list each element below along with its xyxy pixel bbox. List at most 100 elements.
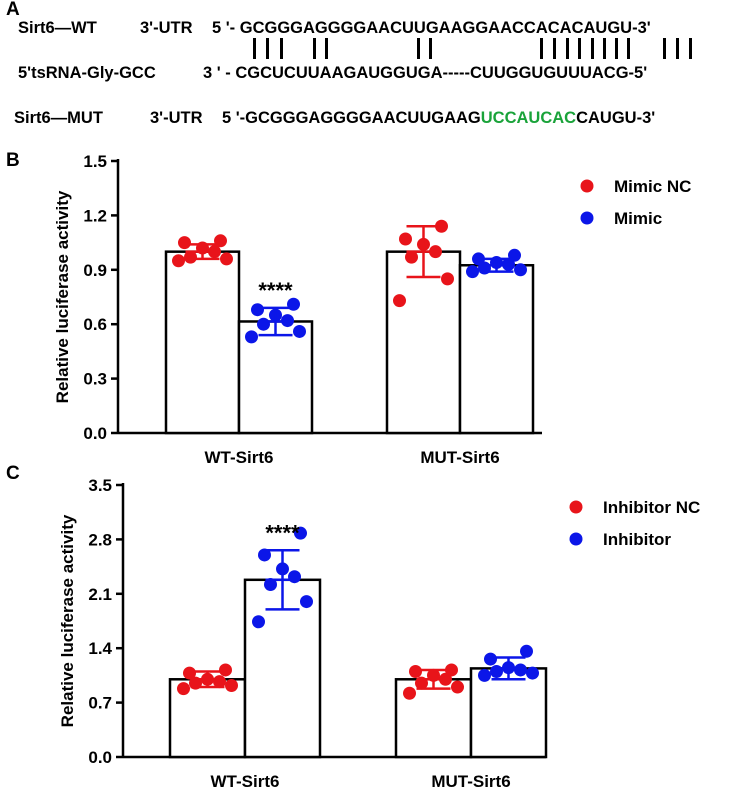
mut-sequence: 5 '-GCGGGAGGGGAACUUGAAGUCCAUCACCAUGU-3' [222, 108, 655, 128]
base-pair [253, 38, 256, 59]
bar [469, 667, 548, 759]
mut-seq-before: 5 '-GCGGGAGGGGAACUUGAAG [222, 109, 481, 127]
base-pair [615, 38, 618, 59]
significance-label: **** [265, 520, 300, 545]
legend-label: Mimic [614, 209, 662, 228]
data-point [409, 665, 422, 679]
significance-label: **** [258, 278, 293, 303]
y-axis-label: Relative luciferase activity [58, 514, 77, 727]
base-pair [429, 38, 432, 59]
x-tick-label: WT-Sirt6 [205, 448, 274, 467]
y-axis-label: Relative luciferase activity [53, 190, 72, 403]
legend-marker [569, 532, 583, 546]
data-point [393, 294, 406, 308]
base-pair [566, 38, 569, 59]
data-point [183, 666, 196, 680]
data-point [252, 615, 265, 629]
data-point [251, 303, 264, 317]
base-pair [540, 38, 543, 59]
y-tick-label: 2.8 [88, 530, 112, 549]
base-pair [553, 38, 556, 59]
data-point [288, 570, 301, 584]
data-point [405, 250, 418, 264]
mut-seq-after: CAUGU-3' [576, 109, 656, 127]
y-tick-label: 0.3 [83, 370, 107, 389]
base-pair [603, 38, 606, 59]
wt-sequence: 5 '- GCGGGAGGGGAACUUGAAGGAACCACACAUGU-3' [212, 19, 651, 37]
data-point [490, 665, 503, 679]
data-point [441, 272, 454, 286]
data-point [466, 265, 479, 279]
data-point [451, 680, 464, 694]
legend-marker [580, 211, 594, 225]
data-point [294, 526, 307, 540]
data-point [478, 668, 491, 682]
base-pair [266, 38, 269, 59]
data-point [220, 252, 233, 266]
panel-c-label: C [6, 463, 20, 484]
data-point [264, 577, 277, 591]
base-pair [689, 38, 692, 59]
mut-name: Sirt6—MUT [14, 109, 103, 127]
panel-b-chart: 0.0 0.3 0.6 0.9 1.2 1.5 Relative luciferase ac… [53, 152, 691, 467]
bar [164, 250, 241, 435]
data-point [257, 317, 270, 331]
base-pair [578, 38, 581, 59]
y-tick-label: 2.1 [88, 585, 112, 604]
y-tick-label: 0.7 [88, 694, 112, 713]
legend-marker [569, 500, 583, 514]
mut-seq-mutated: UCCAUCAC [480, 109, 577, 127]
legend-marker [580, 179, 594, 193]
legend-label: Mimic NC [614, 177, 691, 196]
base-pair [313, 38, 316, 59]
data-point [514, 663, 527, 677]
base-pair [591, 38, 594, 59]
data-point [472, 252, 485, 266]
base-pair [280, 38, 283, 59]
data-point [403, 686, 416, 700]
y-tick-label: 0.0 [88, 748, 112, 767]
data-point [172, 254, 185, 268]
panel-b-label: B [6, 150, 20, 171]
data-point [178, 236, 191, 250]
y-tick-label: 0.9 [83, 261, 107, 280]
mut-region: 3'-UTR [150, 109, 203, 127]
y-tick-label: 1.2 [83, 206, 107, 225]
data-point [399, 232, 412, 246]
x-tick-label: WT-Sirt6 [211, 772, 280, 791]
data-point [514, 263, 527, 277]
data-point [184, 250, 197, 264]
y-tick-label: 3.5 [88, 476, 112, 495]
data-point [245, 330, 258, 344]
y-tick-label: 1.5 [83, 152, 107, 171]
trna-name: 5'tsRNA-Gly-GCC [18, 64, 156, 82]
x-tick-label: MUT-Sirt6 [431, 772, 510, 791]
data-point [300, 595, 313, 609]
y-tick-label: 0.6 [83, 315, 107, 334]
bar [458, 264, 535, 435]
wt-name: Sirt6—WT [18, 19, 97, 37]
data-point [445, 663, 458, 677]
data-point [293, 324, 306, 338]
data-point [520, 644, 533, 658]
base-pair [627, 38, 630, 59]
base-pair [325, 38, 328, 59]
trna-sequence: 3 ' - CGCUCUUAAGAUGGUGA-----CUUGGUGUUUAC… [203, 64, 648, 82]
wt-region: 3'-UTR [140, 19, 193, 37]
base-pair [663, 38, 666, 59]
panel-c-chart: 0.0 0.7 1.4 2.1 2.8 3.5 Relative luciferase ac… [58, 476, 700, 791]
data-point [219, 663, 232, 677]
data-point [258, 548, 271, 562]
data-point [484, 652, 497, 666]
base-pair [417, 38, 420, 59]
y-tick-label: 0.0 [83, 424, 107, 443]
y-tick-label: 1.4 [88, 639, 112, 658]
data-point [526, 666, 539, 680]
x-tick-label: MUT-Sirt6 [420, 448, 499, 467]
data-point [435, 219, 448, 233]
panel-a-label: A [6, 0, 20, 20]
data-point [177, 682, 190, 696]
legend-label: Inhibitor [603, 530, 671, 549]
legend-label: Inhibitor NC [603, 498, 700, 517]
base-pair [676, 38, 679, 59]
